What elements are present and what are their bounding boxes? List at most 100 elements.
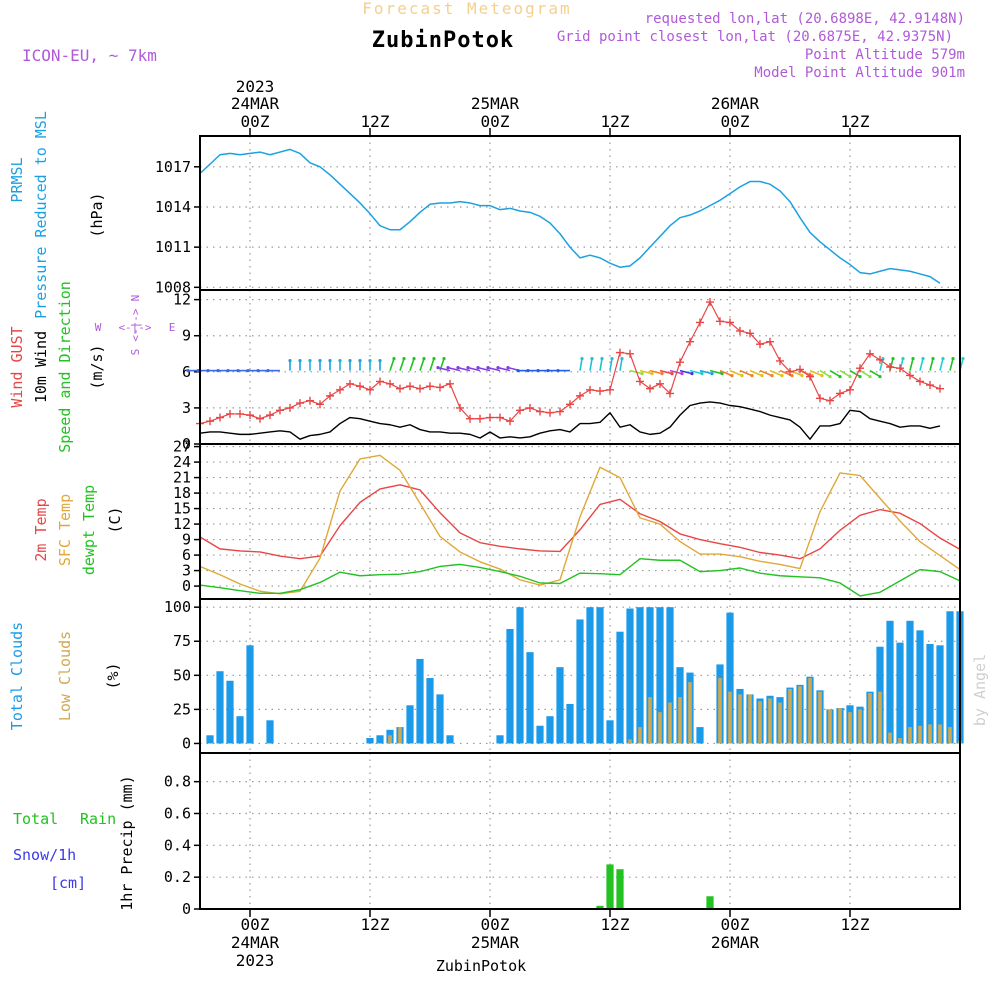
wind-direction-arrowhead (878, 375, 882, 379)
wind-direction-arrow (919, 358, 924, 371)
y-tick-label: 1014 (155, 198, 191, 216)
gust-marker (766, 337, 774, 346)
wind-direction-arrowhead (680, 372, 684, 376)
gust-marker (836, 389, 844, 398)
legend-total: Total (13, 810, 58, 828)
wind-direction-arrowhead (412, 357, 416, 361)
wind-direction-arrowhead (941, 357, 945, 361)
total-clouds-bar (446, 735, 454, 744)
y-tick-label: 12 (173, 291, 191, 309)
legend-rain: Rain (80, 810, 116, 828)
gust-marker (516, 406, 524, 415)
gust-marker (876, 355, 884, 364)
gust-marker (886, 363, 894, 371)
top-year-label: 2023 (236, 77, 275, 96)
pressure-axis-label-1: PRMSL (8, 157, 26, 202)
low-clouds-bar (778, 702, 782, 744)
wind-direction-arrowhead (358, 359, 362, 363)
wind-direction-axis-label: Speed and Direction (56, 281, 74, 453)
low-clouds-bar (668, 702, 672, 744)
total-clouds-bar (376, 735, 384, 744)
compass-e: E (169, 321, 176, 334)
low-clouds-bar (738, 694, 742, 744)
wind-direction-arrow (909, 358, 914, 371)
wind-direction-arrowhead (690, 372, 694, 376)
gust-marker (446, 379, 454, 388)
gust-marker (656, 379, 664, 388)
footer-location: ZubinPotok (436, 957, 526, 975)
panels: 1008 1011 1014 1017 PRMSL Pressure Reduced to… (8, 111, 965, 918)
low-clouds-bar (828, 709, 832, 744)
gust-marker (936, 384, 944, 393)
gust-marker (546, 408, 554, 417)
wind-direction-arrowhead (546, 369, 550, 373)
wind-direction-arrowhead (556, 369, 560, 373)
wind-direction-arrow (809, 369, 823, 377)
low-clouds-bar (688, 682, 692, 744)
top-date-label: 25MAR (471, 94, 520, 113)
gust-marker (396, 384, 404, 393)
gust-marker (296, 399, 304, 408)
gust-marker (336, 385, 344, 394)
model-point-altitude: Model Point Altitude 901m (754, 65, 965, 81)
gust-marker (626, 349, 634, 358)
bottom-hour-label: 12Z (601, 915, 630, 934)
gust-marker (696, 318, 704, 327)
low-clouds-bar (628, 739, 632, 744)
total-clouds-bar (366, 738, 374, 744)
total-clouds-bar (946, 611, 954, 744)
wind-direction-arrow (599, 358, 603, 371)
total-clouds-bar (506, 628, 514, 744)
total-clouds-bar (596, 607, 604, 744)
wind-direction-arrow (429, 358, 435, 371)
wind-direction-arrowhead (256, 369, 260, 373)
wind-direction-arrow (497, 366, 511, 372)
wind-direction-arrow (437, 366, 451, 372)
location-title: ZubinPotok (372, 28, 514, 53)
gust-marker (686, 337, 694, 346)
wind-direction-arrowhead (720, 372, 724, 376)
low-clouds-bar (638, 727, 642, 744)
wind-direction-arrowhead (516, 369, 520, 373)
wind-direction-arrowhead (378, 359, 382, 363)
wind-direction-arrowhead (266, 369, 270, 373)
total-clouds-bar (926, 643, 934, 744)
top-date-label: 26MAR (711, 94, 760, 113)
wind-direction-arrow (389, 358, 395, 371)
watermark: by Angel (971, 654, 989, 726)
y-tick-label: 50 (173, 666, 191, 684)
total-clouds-bar (586, 607, 594, 744)
rain-bar (606, 864, 614, 909)
low-clouds-bar (948, 727, 952, 744)
low-clouds-bar (798, 686, 802, 744)
total-clouds-bar (626, 608, 634, 744)
wind-direction-arrowhead (868, 375, 872, 379)
top-hour-label: 00Z (721, 112, 750, 131)
compass-s: S (129, 349, 142, 356)
gust-marker (846, 385, 854, 394)
wind-direction-arrowhead (610, 357, 614, 361)
total-clouds-bar (916, 630, 924, 744)
wind-direction-arrowhead (730, 374, 734, 378)
y-tick-label: 0.8 (164, 773, 191, 791)
gust-marker (706, 298, 714, 307)
low-clouds-bar (788, 688, 792, 744)
gust-marker (216, 413, 224, 422)
y-tick-label: 0 (182, 577, 191, 595)
wind-direction-arrowhead (710, 372, 714, 376)
y-tick-label: 9 (182, 327, 191, 345)
wind-direction-arrow (679, 369, 693, 375)
wind-direction-arrowhead (600, 357, 604, 361)
wind-direction-arrowhead (670, 372, 674, 376)
y-tick-label: 9 (182, 531, 191, 549)
total-clouds-bar (886, 620, 894, 744)
gust-marker (916, 377, 924, 386)
gust-marker (726, 318, 734, 327)
gust-marker (676, 358, 684, 367)
wind-direction-arrowhead (196, 369, 200, 373)
wind-direction-arrow (487, 366, 501, 372)
low-clouds-bar (678, 697, 682, 744)
wind-direction-arrowhead (506, 366, 510, 370)
gust-marker (406, 382, 414, 391)
wind-direction-arrowhead (466, 366, 470, 370)
